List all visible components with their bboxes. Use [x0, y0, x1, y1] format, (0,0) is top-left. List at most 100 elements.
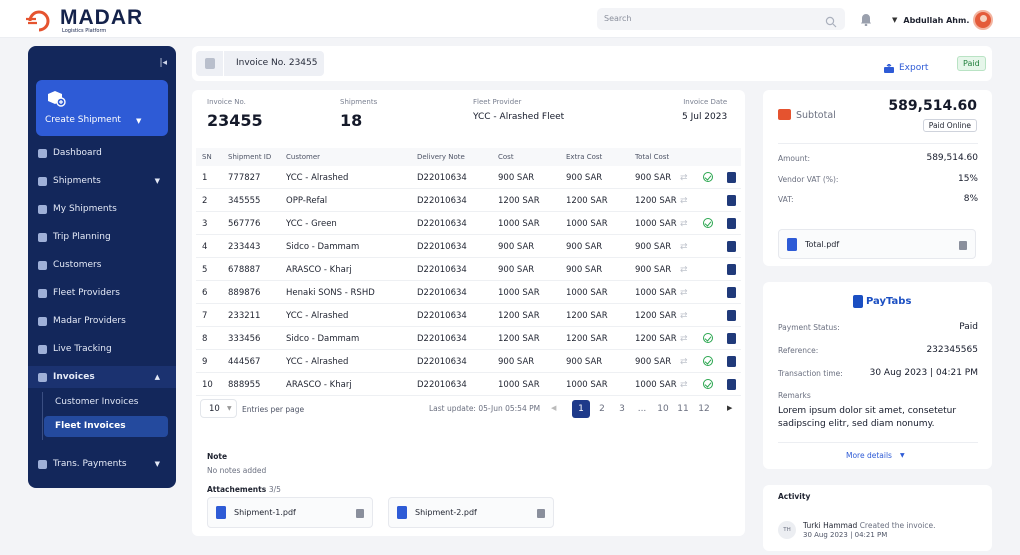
sidebar-item-trans-payments[interactable]: Trans. Payments ▼ — [28, 453, 176, 475]
page-11[interactable]: 11 — [677, 404, 689, 414]
swap-icon[interactable]: ⇄ — [680, 265, 688, 275]
subtotal-icon — [778, 109, 791, 120]
table-row[interactable]: 7 233211 YCC - Alrashed D22010634 1200 SAR 12… — [196, 304, 741, 327]
document-icon[interactable] — [727, 310, 736, 321]
sidebar-subitem-customer-invoices[interactable]: Customer Invoices — [55, 397, 139, 407]
cell-cost: 900 SAR — [498, 357, 535, 367]
activity-time: 30 Aug 2023 | 04:21 PM — [803, 531, 888, 539]
sidebar-item-my-shipments[interactable]: My Shipments — [28, 198, 176, 220]
collapse-sidebar-icon[interactable]: |◂ — [159, 58, 167, 68]
swap-icon[interactable]: ⇄ — [680, 334, 688, 344]
document-icon[interactable] — [727, 241, 736, 252]
sidebar-subitem-fleet-invoices[interactable]: Fleet Invoices — [44, 416, 168, 437]
document-icon[interactable] — [727, 195, 736, 206]
cell-sn: 7 — [202, 311, 208, 321]
swap-icon[interactable]: ⇄ — [680, 380, 688, 390]
cell-id: 888955 — [228, 380, 261, 390]
search-icon[interactable] — [825, 13, 837, 32]
breadcrumb[interactable]: Invoice No. 23455 — [196, 51, 324, 76]
swap-icon[interactable]: ⇄ — [680, 196, 688, 206]
more-details-link[interactable]: More details ▼ — [846, 451, 905, 460]
payment-icon — [38, 460, 47, 469]
download-icon[interactable] — [356, 509, 364, 518]
next-page-icon[interactable]: ▶ — [727, 404, 733, 412]
pdf-file-icon — [397, 506, 407, 519]
table-row[interactable]: 9 444567 YCC - Alrashed D22010634 900 SAR 900… — [196, 350, 741, 373]
document-icon[interactable] — [727, 218, 736, 229]
cell-customer: Henaki SONS - RSHD — [286, 288, 375, 298]
swap-icon[interactable]: ⇄ — [680, 173, 688, 183]
sidebar-item-invoices[interactable]: Invoices ▲ — [28, 366, 176, 388]
cell-extra: 1200 SAR — [566, 334, 608, 344]
avatar[interactable] — [973, 10, 994, 30]
cell-id: 777827 — [228, 173, 261, 183]
document-icon[interactable] — [727, 172, 736, 183]
download-icon[interactable] — [959, 241, 967, 250]
swap-icon[interactable]: ⇄ — [680, 242, 688, 252]
document-icon[interactable] — [727, 356, 736, 367]
table-row[interactable]: 5 678887 ARASCO - Kharj D22010634 900 SAR 900… — [196, 258, 741, 281]
document-icon[interactable] — [727, 379, 736, 390]
sidebar-item-shipments[interactable]: Shipments ▼ — [28, 170, 176, 192]
invoice-date-label: Invoice Date — [683, 98, 728, 106]
sidebar-item-customers[interactable]: Customers — [28, 254, 176, 276]
download-icon[interactable] — [537, 509, 545, 518]
page-12[interactable]: 12 — [698, 404, 710, 414]
swap-icon[interactable]: ⇄ — [680, 357, 688, 367]
swap-icon[interactable]: ⇄ — [680, 288, 688, 298]
search-placeholder: Search — [604, 14, 632, 23]
vendor-vat-value: 15% — [957, 174, 978, 184]
col-customer[interactable]: Customer — [286, 153, 321, 161]
export-button[interactable]: Export — [884, 58, 928, 77]
page-1[interactable]: 1 — [572, 400, 590, 418]
table-row[interactable]: 8 333456 Sidco - Dammam D22010634 1200 SAR 12… — [196, 327, 741, 350]
table-row[interactable]: 4 233443 Sidco - Dammam D22010634 900 SAR 900… — [196, 235, 741, 258]
compass-icon — [38, 345, 47, 354]
madar-logo[interactable]: MADAR Logistics Platform — [26, 7, 143, 34]
cell-sn: 5 — [202, 265, 208, 275]
attachment-file[interactable]: Shipment-2.pdf — [388, 497, 554, 528]
col-total-cost[interactable]: Total Cost — [635, 153, 670, 161]
cell-customer: YCC - Alrashed — [286, 357, 349, 367]
prev-page-icon[interactable]: ◀ — [551, 404, 557, 412]
box-icon — [38, 205, 47, 214]
bell-icon[interactable] — [860, 11, 872, 30]
table-row[interactable]: 10 888955 ARASCO - Kharj D22010634 1000 SAR 1… — [196, 373, 741, 396]
total-pdf-file[interactable]: Total.pdf — [778, 229, 976, 259]
per-page-select[interactable]: 10 ▼ — [200, 399, 237, 418]
sidebar-item-fleet-providers[interactable]: Fleet Providers — [28, 282, 176, 304]
remarks-label: Remarks — [778, 391, 811, 400]
reference-value: 232345565 — [926, 345, 978, 355]
sidebar-item-madar-providers[interactable]: Madar Providers — [28, 310, 176, 332]
attachment-name: Shipment-1.pdf — [234, 508, 296, 517]
invoice-date-value: 5 Jul 2023 — [682, 112, 728, 122]
search-input[interactable]: Search — [597, 8, 845, 30]
sidebar-item-trip-planning[interactable]: Trip Planning — [28, 226, 176, 248]
page-10[interactable]: 10 — [657, 404, 669, 414]
invoice-icon — [38, 373, 47, 382]
page-2[interactable]: 2 — [599, 404, 605, 414]
pagination: 10 ▼ Entries per page Last update: 05-Jun… — [200, 398, 740, 420]
col-extra-cost[interactable]: Extra Cost — [566, 153, 603, 161]
table-row[interactable]: 6 889876 Henaki SONS - RSHD D22010634 1000 S… — [196, 281, 741, 304]
table-row[interactable]: 3 567776 YCC - Green D22010634 1000 SAR 1000 … — [196, 212, 741, 235]
document-icon[interactable] — [727, 287, 736, 298]
amount-value: 589,514.60 — [926, 153, 978, 163]
swap-icon[interactable]: ⇄ — [680, 219, 688, 229]
create-shipment-button[interactable]: Create Shipment ▼ — [36, 80, 168, 136]
attachment-file[interactable]: Shipment-1.pdf — [207, 497, 373, 528]
document-icon[interactable] — [727, 333, 736, 344]
breadcrumb-divider — [223, 51, 224, 76]
page-3[interactable]: 3 — [619, 404, 625, 414]
sidebar-item-live-tracking[interactable]: Live Tracking — [28, 338, 176, 360]
col-delivery-note[interactable]: Delivery Note — [417, 153, 465, 161]
sidebar-item-dashboard[interactable]: Dashboard — [28, 142, 176, 164]
user-menu[interactable]: ▼ Abdullah Ahm... — [892, 10, 994, 30]
document-icon[interactable] — [727, 264, 736, 275]
col-cost[interactable]: Cost — [498, 153, 514, 161]
swap-icon[interactable]: ⇄ — [680, 311, 688, 321]
table-row[interactable]: 1 777827 YCC - Alrashed D22010634 900 SAR 900… — [196, 166, 741, 189]
col-sn[interactable]: SN — [202, 153, 212, 161]
col-shipment-id[interactable]: Shipment ID — [228, 153, 272, 161]
table-row[interactable]: 2 345555 OPP-Refal D22010634 1200 SAR 1200 SA… — [196, 189, 741, 212]
